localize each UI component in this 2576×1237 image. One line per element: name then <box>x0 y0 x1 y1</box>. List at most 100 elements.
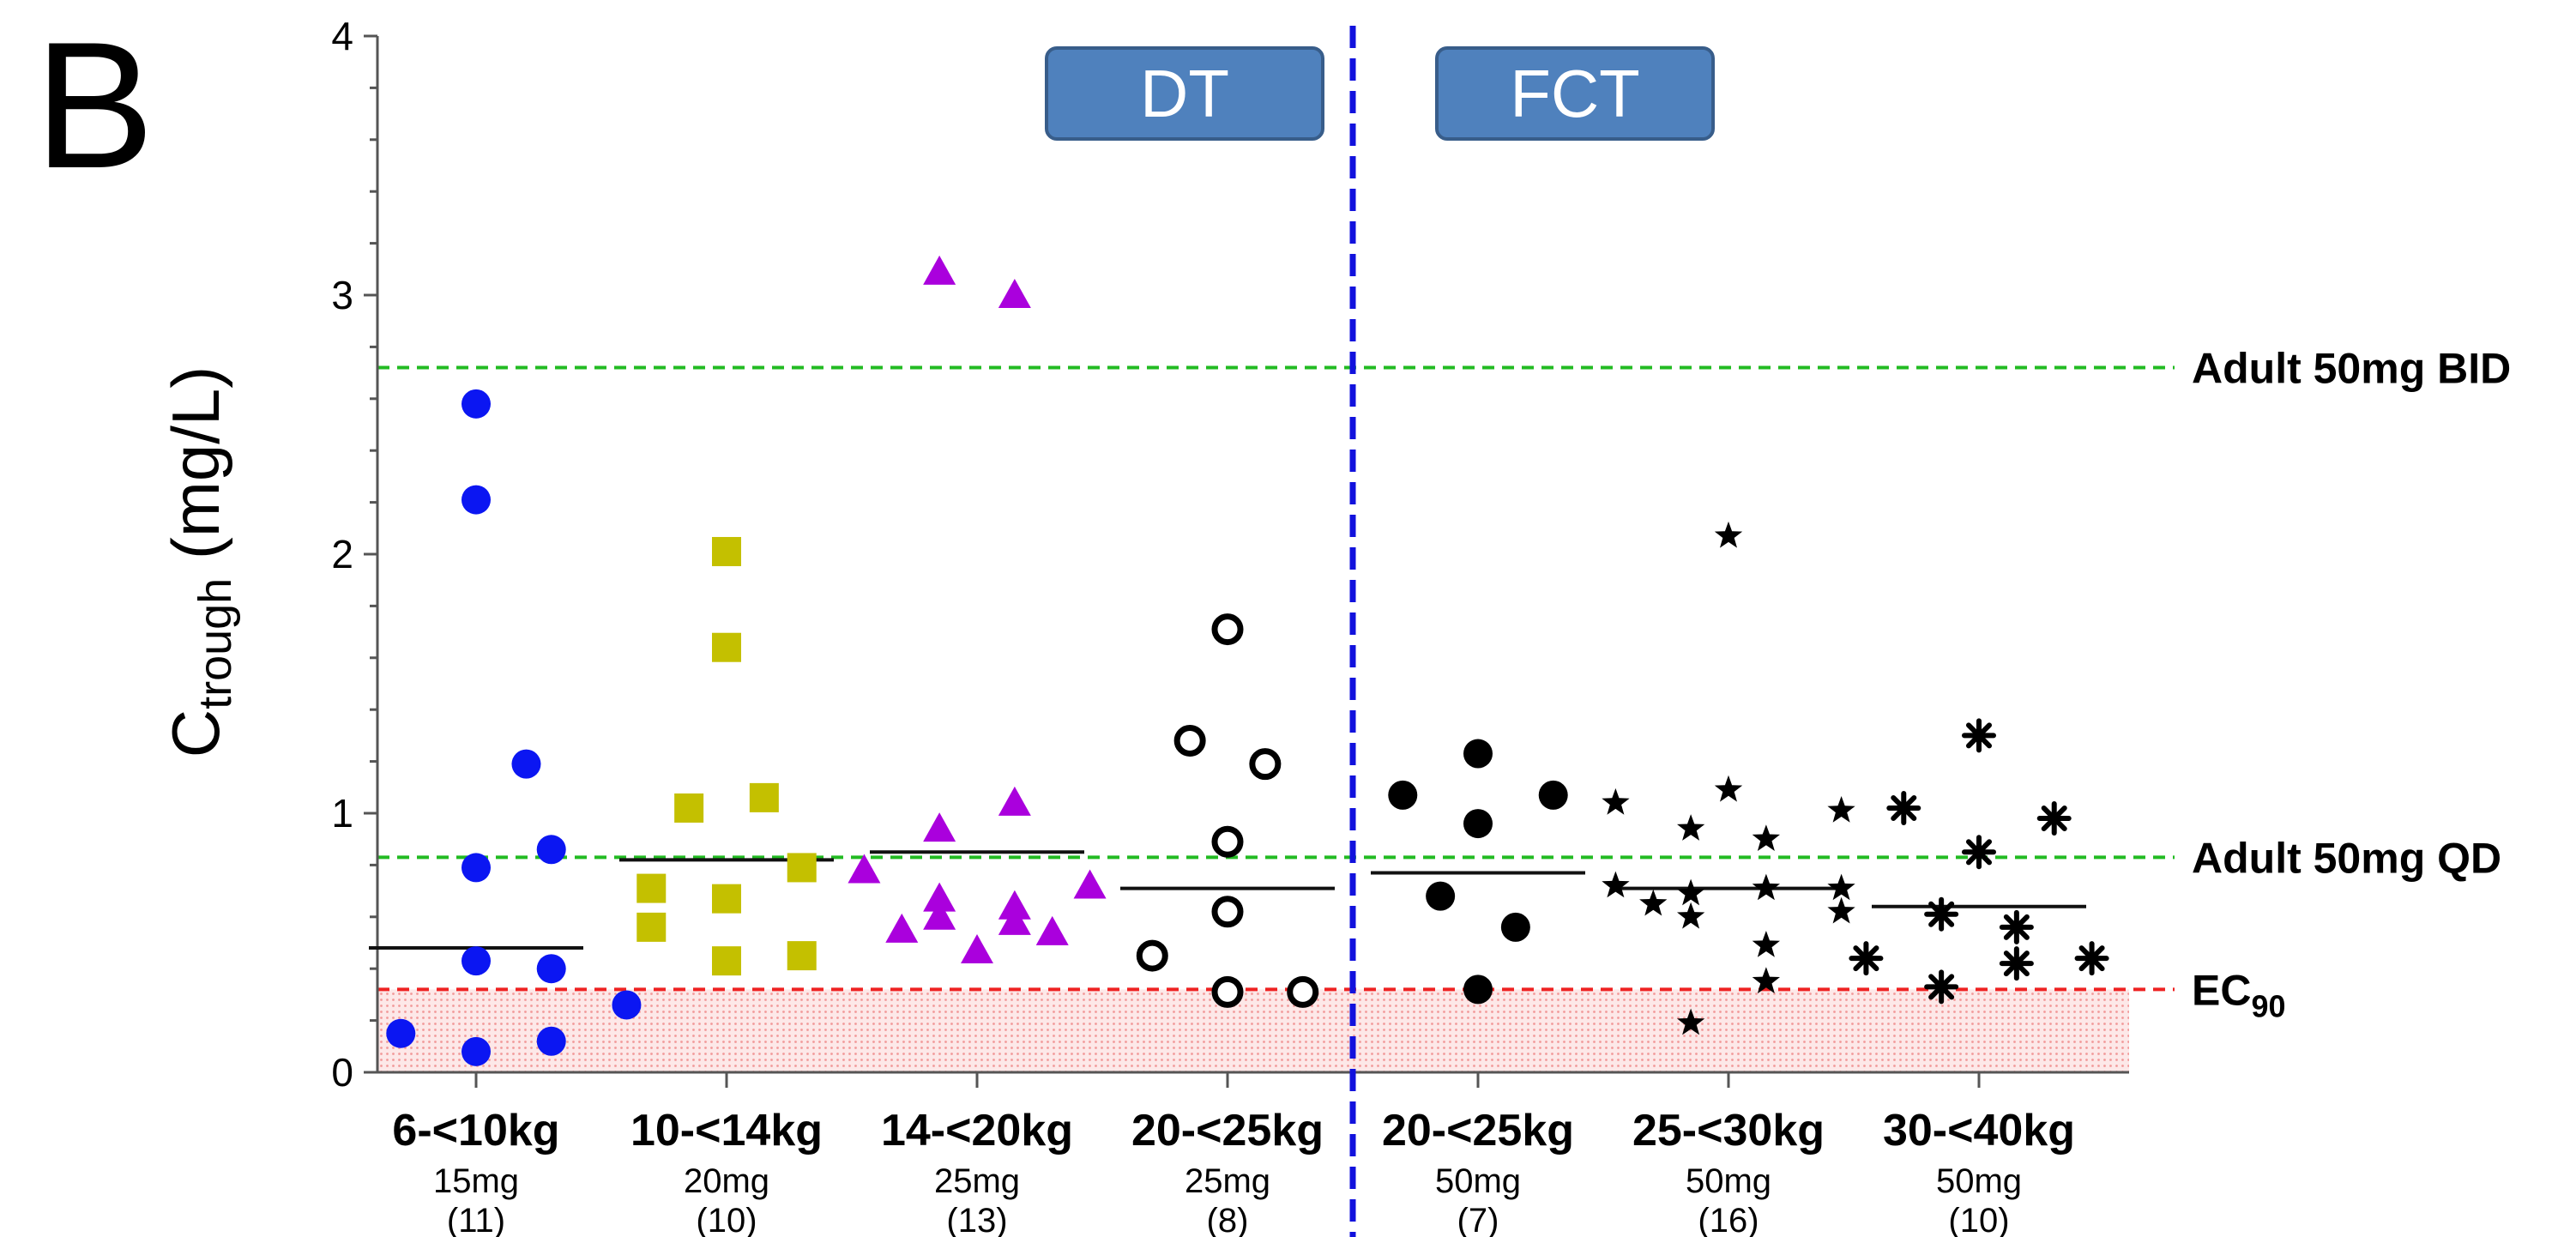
data-point-open-circle <box>1287 975 1319 1008</box>
data-point-asterisk <box>1924 969 1959 1005</box>
data-point-open-circle <box>1211 975 1244 1008</box>
category-weight-label: 20-<25kg <box>1382 1106 1574 1156</box>
data-point-star <box>1602 787 1630 815</box>
data-point-circle <box>462 485 491 515</box>
reference-line-label: Adult 50mg QD <box>2192 834 2501 882</box>
data-point-open-circle <box>1136 939 1168 972</box>
category-n-label: (7) <box>1457 1202 1499 1237</box>
y-tick-label: 2 <box>331 532 353 576</box>
category-weight-label: 20-<25kg <box>1131 1106 1324 1156</box>
data-points <box>386 255 2109 1066</box>
category-dose-label: 50mg <box>1686 1162 1771 1200</box>
ec90-shaded-region <box>377 989 2129 1072</box>
data-point-circle <box>1463 739 1493 769</box>
data-point-triangle <box>1035 915 1069 945</box>
data-point-square <box>712 884 741 914</box>
formulation-box-fct <box>1435 46 1715 141</box>
data-point-square <box>712 946 741 976</box>
reference-line-label: Adult 50mg BID <box>2192 345 2511 393</box>
data-point-circle <box>462 946 491 976</box>
data-point-asterisk <box>1924 896 1959 932</box>
axes: 0 1 2 3 4 <box>331 14 2129 1095</box>
y-axis-label: Ctrough (mg/L) <box>158 366 241 758</box>
data-point-open-circle <box>1211 613 1244 646</box>
data-point-star <box>1827 873 1855 901</box>
data-point-square <box>749 782 779 812</box>
category-n-label: (16) <box>1698 1202 1759 1237</box>
category-dose-label: 20mg <box>684 1162 769 1200</box>
data-point-star <box>1677 1008 1705 1035</box>
panel-label: B <box>34 4 154 206</box>
data-point-open-circle <box>1211 825 1244 858</box>
data-point-circle <box>1463 809 1493 839</box>
data-point-circle <box>536 954 566 984</box>
data-point-circle <box>536 1026 566 1056</box>
data-point-triangle <box>998 890 1031 920</box>
data-point-circle <box>536 835 566 865</box>
data-point-star <box>1752 931 1780 957</box>
y-tick-label: 3 <box>331 273 353 317</box>
data-point-triangle <box>1073 869 1107 899</box>
data-point-circle <box>386 1018 416 1048</box>
category-dose-label: 50mg <box>1435 1162 1521 1200</box>
data-point-square <box>712 632 741 662</box>
reference-lines: Adult 50mg BID Adult 50mg QD EC90 <box>377 345 2511 1023</box>
reference-line-label: EC90 <box>2192 966 2286 1023</box>
data-point-circle <box>462 1036 491 1066</box>
data-point-asterisk <box>1999 909 2034 944</box>
category-n-label: (10) <box>1948 1202 2009 1237</box>
data-point-open-circle <box>1211 896 1244 928</box>
data-point-circle <box>1500 912 1530 942</box>
category-n-label: (10) <box>696 1202 757 1237</box>
data-point-triangle <box>885 913 919 943</box>
category-dose-label: 15mg <box>433 1162 519 1200</box>
data-point-asterisk <box>1962 718 1996 753</box>
category-n-label: (11) <box>447 1202 505 1237</box>
data-point-asterisk <box>1962 835 1996 870</box>
data-point-triangle <box>923 900 956 930</box>
data-point-triangle <box>923 812 956 842</box>
category-weight-label: 6-<10kg <box>392 1106 559 1156</box>
data-point-circle <box>1388 780 1418 810</box>
data-point-circle <box>1538 780 1568 810</box>
data-point-asterisk <box>1999 946 2034 981</box>
data-point-square <box>674 793 704 823</box>
data-point-star <box>1639 889 1668 916</box>
data-point-circle <box>462 853 491 883</box>
data-point-triangle <box>848 854 881 884</box>
data-point-triangle <box>998 279 1031 308</box>
data-point-star <box>1677 814 1705 841</box>
category-weight-label: 10-<14kg <box>630 1106 823 1156</box>
formulation-box-dt <box>1045 46 1324 141</box>
y-tick-label: 0 <box>331 1050 353 1095</box>
y-tick-label: 4 <box>331 14 353 58</box>
data-point-star <box>1714 775 1743 802</box>
data-point-square <box>712 536 741 566</box>
y-axis-label-sub: trough <box>190 578 241 709</box>
data-point-star <box>1714 521 1743 548</box>
y-axis-label-unit: (mg/L) <box>158 366 233 578</box>
data-point-square <box>636 912 667 942</box>
data-point-star <box>1677 878 1705 906</box>
data-point-star <box>1752 873 1780 901</box>
data-point-open-circle <box>1249 748 1282 781</box>
data-point-circle <box>1426 881 1456 911</box>
category-dose-label: 25mg <box>934 1162 1020 1200</box>
formulation-label: FCT <box>1510 56 1640 131</box>
data-point-asterisk <box>1849 941 1884 976</box>
data-point-triangle <box>923 255 956 285</box>
category-n-label: (13) <box>946 1202 1007 1237</box>
data-point-asterisk <box>1886 790 1921 825</box>
median-lines <box>369 850 2086 950</box>
category-weight-label: 30-<40kg <box>1883 1106 2075 1156</box>
category-dose-label: 25mg <box>1185 1162 1270 1200</box>
data-point-circle <box>1463 975 1493 1005</box>
ec90-shade <box>377 989 2129 1072</box>
data-point-triangle <box>998 786 1031 816</box>
formulation-labels: DT FCT <box>1045 46 1715 141</box>
data-point-triangle <box>998 905 1031 935</box>
data-point-square <box>636 873 667 903</box>
data-point-star <box>1752 824 1780 851</box>
y-axis-label-main: C <box>158 709 233 757</box>
